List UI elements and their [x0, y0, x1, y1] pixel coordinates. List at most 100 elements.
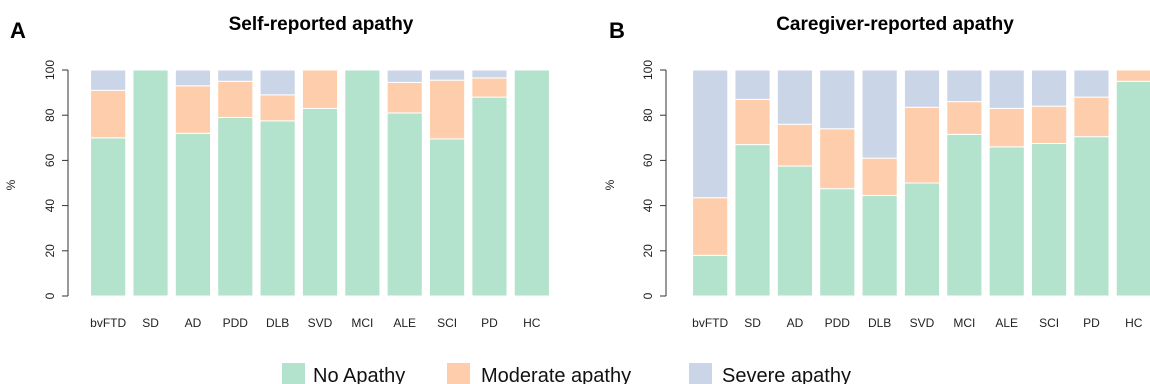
x-tick-label-a-svd: SVD [308, 316, 333, 330]
bar-b-hc-moderate-apathy [1115, 69, 1150, 82]
bar-a-bvftd-no-apathy [90, 137, 127, 297]
legend-label-severe-apathy: Severe apathy [722, 365, 851, 384]
bar-a-ale-severe-apathy [386, 69, 423, 83]
x-tick-label-a-sd: SD [142, 316, 159, 330]
bar-b-sci-no-apathy [1031, 142, 1068, 297]
y-axis-label-a: % [4, 179, 18, 190]
bar-a-pd-no-apathy [471, 96, 508, 297]
x-tick-label-b-hc: HC [1125, 316, 1143, 330]
bar-a-sci-no-apathy [429, 138, 466, 297]
x-tick-label-a-ale: ALE [393, 316, 416, 330]
y-tick-label-a-20: 20 [43, 244, 57, 258]
x-tick-label-a-mci: MCI [351, 316, 373, 330]
bar-b-mci-no-apathy [946, 133, 983, 297]
x-tick-label-b-pd: PD [1083, 316, 1100, 330]
chart-panel-b: B Caregiver-reported apathy 0 20 40 60 80 100% b… [603, 14, 1150, 330]
bar-a-pd-severe-apathy [471, 69, 508, 79]
bar-a-sci-severe-apathy [429, 69, 466, 81]
bar-b-sci-severe-apathy [1031, 69, 1068, 107]
bar-b-sd-severe-apathy [734, 69, 771, 100]
x-tick-label-b-pdd: PDD [825, 316, 851, 330]
y-tick-label-a-0: 0 [43, 292, 57, 299]
chart-title-a: Self-reported apathy [229, 14, 414, 35]
bar-a-dlb-no-apathy [259, 120, 296, 297]
bar-a-svd-moderate-apathy [301, 69, 339, 109]
x-tick-label-a-hc: HC [523, 316, 541, 330]
x-tick-label-a-ad: AD [185, 316, 202, 330]
bar-b-sci-moderate-apathy [1031, 105, 1068, 144]
chart-title-b: Caregiver-reported apathy [776, 14, 1014, 35]
bar-a-ad-no-apathy [174, 132, 211, 297]
bar-a-dlb-severe-apathy [259, 69, 296, 96]
bar-b-ad-no-apathy [776, 165, 813, 297]
chart-panel-a: A Self-reported apathy 0 20 40 60 80 100% bvFTD S… [4, 14, 550, 330]
bar-b-bvftd-moderate-apathy [692, 197, 729, 256]
bar-b-pdd-no-apathy [819, 188, 856, 297]
bar-b-pd-moderate-apathy [1073, 96, 1110, 138]
y-tick-label-b-0: 0 [641, 292, 655, 299]
y-tick-label-b-20: 20 [641, 244, 655, 258]
bar-b-mci-severe-apathy [946, 69, 983, 103]
legend-swatch-severe-apathy [689, 363, 712, 384]
bar-b-pdd-severe-apathy [819, 69, 856, 130]
x-tick-label-b-sci: SCI [1039, 316, 1059, 330]
bar-a-pdd-severe-apathy [217, 69, 254, 82]
legend: No Apathy Moderate apathy Severe apathy [282, 363, 851, 384]
bar-a-ale-moderate-apathy [386, 81, 423, 114]
bar-b-bvftd-no-apathy [692, 254, 729, 297]
bar-b-pdd-moderate-apathy [819, 128, 856, 190]
x-tick-label-a-bvftd: bvFTD [90, 316, 126, 330]
x-tick-label-b-ale: ALE [995, 316, 1018, 330]
y-axis-label-b: % [603, 179, 617, 190]
bar-a-hc-no-apathy [513, 69, 550, 297]
bar-b-svd-no-apathy [903, 182, 941, 297]
y-tick-label-a-100: 100 [43, 60, 57, 80]
bar-a-pdd-no-apathy [217, 116, 254, 297]
legend-label-moderate-apathy: Moderate apathy [481, 365, 631, 384]
bar-a-sd-no-apathy [132, 69, 169, 297]
x-tick-label-b-ad: AD [787, 316, 804, 330]
bar-b-svd-severe-apathy [903, 69, 941, 108]
legend-swatch-moderate-apathy [447, 363, 470, 384]
bar-a-sci-moderate-apathy [429, 79, 466, 140]
bar-a-ad-moderate-apathy [174, 85, 211, 134]
y-tick-label-b-40: 40 [641, 199, 655, 213]
bar-b-sd-moderate-apathy [734, 98, 771, 146]
bar-a-pd-moderate-apathy [471, 77, 508, 98]
bar-b-ale-severe-apathy [988, 69, 1025, 109]
bar-b-dlb-moderate-apathy [861, 157, 898, 196]
y-tick-label-a-60: 60 [43, 153, 57, 167]
bar-b-sd-no-apathy [734, 144, 771, 297]
x-tick-label-a-pd: PD [481, 316, 498, 330]
panel-letter-a: A [10, 18, 26, 43]
bar-a-ale-no-apathy [386, 112, 423, 297]
bar-b-bvftd-severe-apathy [692, 69, 729, 199]
x-tick-label-b-dlb: DLB [868, 316, 891, 330]
bar-b-ale-moderate-apathy [988, 107, 1025, 148]
bar-a-mci-no-apathy [344, 69, 381, 297]
bar-a-svd-no-apathy [301, 107, 339, 297]
legend-label-no-apathy: No Apathy [313, 365, 405, 384]
bar-b-ad-moderate-apathy [776, 123, 813, 167]
bar-b-hc-no-apathy [1115, 80, 1150, 297]
x-tick-label-b-mci: MCI [953, 316, 975, 330]
y-tick-label-a-80: 80 [43, 108, 57, 122]
x-tick-label-b-sd: SD [744, 316, 761, 330]
bar-b-pd-severe-apathy [1073, 69, 1110, 98]
panel-letter-b: B [609, 18, 625, 43]
bar-b-svd-moderate-apathy [903, 106, 941, 184]
bar-a-bvftd-severe-apathy [90, 69, 127, 91]
bar-b-ale-no-apathy [988, 146, 1025, 297]
y-tick-label-b-80: 80 [641, 108, 655, 122]
bar-b-ad-severe-apathy [776, 69, 813, 125]
bar-a-bvftd-moderate-apathy [90, 89, 127, 139]
bar-b-dlb-severe-apathy [861, 69, 898, 159]
x-tick-label-a-sci: SCI [437, 316, 457, 330]
x-tick-label-b-bvftd: bvFTD [692, 316, 728, 330]
bar-a-pdd-moderate-apathy [217, 80, 254, 118]
y-tick-label-b-100: 100 [641, 60, 655, 80]
bar-b-pd-no-apathy [1073, 136, 1110, 297]
bar-b-dlb-no-apathy [861, 194, 898, 297]
y-tick-label-a-40: 40 [43, 199, 57, 213]
